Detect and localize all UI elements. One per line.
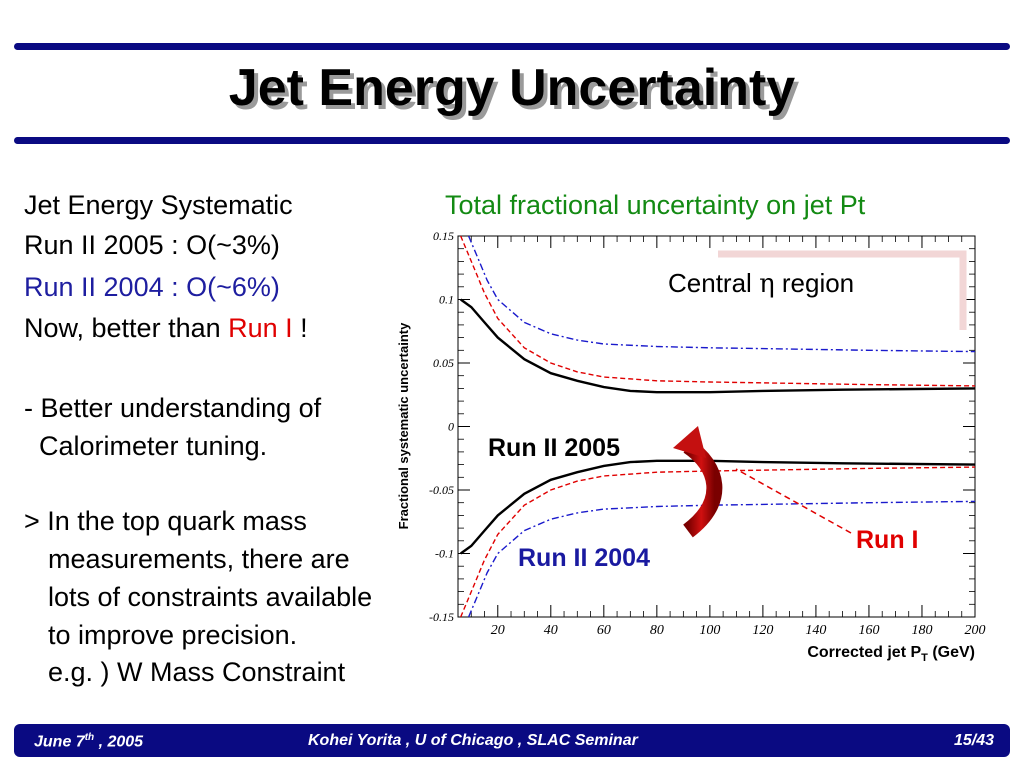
x-tick-label: 200 (965, 623, 986, 638)
x-tick-label: 120 (752, 623, 773, 638)
y-tick-labels: 0.15 0.1 0.05 0 -0.05 -0.1 -0.15 (429, 229, 454, 624)
series-run1-upper (460, 235, 976, 387)
x-tick-label: 180 (911, 623, 932, 638)
plot-frame (457, 235, 976, 618)
run1-label: Run I (856, 526, 919, 554)
run2005-label: Run II 2005 (488, 434, 620, 462)
y-tick-label: -0.15 (429, 610, 454, 624)
left-line-understanding: - Better understanding of (24, 393, 322, 423)
series-run2004-lower (467, 500, 976, 618)
left-line-better-than: Now, better than Run I ! (24, 313, 308, 344)
series-run1-lower (460, 466, 976, 618)
exclamation-text: ! (292, 313, 308, 343)
x-axis-label: Corrected jet PT (GeV) (807, 644, 975, 664)
curved-arrow-head (673, 426, 706, 458)
chart-heading: Total fractional uncertainty on jet Pt (445, 190, 866, 220)
x-tick-label: 20 (491, 623, 505, 638)
left-line-constraints: lots of constraints available (48, 582, 373, 612)
run1-text: Run I (228, 313, 293, 343)
y-tick-label: 0 (448, 420, 454, 434)
x-tick-label: 80 (650, 623, 664, 638)
slide-title: Jet Energy Uncertainty (228, 59, 796, 117)
run2004-label: Run II 2004 (518, 544, 650, 572)
y-tick-label: 0.05 (433, 356, 454, 370)
axis-ticks (458, 235, 976, 618)
x-tick-label: 140 (805, 623, 826, 638)
left-line-calorimeter: Calorimeter tuning. (24, 431, 268, 461)
footer-presenter: Kohei Yorita , U of Chicago , SLAC Semin… (308, 732, 638, 749)
left-line-w-mass: e.g. ) W Mass Constraint (48, 657, 346, 687)
run1-pointer-line (735, 468, 852, 534)
series-run2005-upper (460, 298, 976, 394)
left-line-measurements: measurements, there are (48, 544, 350, 574)
region-label: Central η region (668, 268, 854, 299)
y-tick-label: -0.05 (429, 483, 454, 497)
left-line-top-quark: > In the top quark mass (24, 506, 307, 536)
better-than-text: Now, better than (24, 313, 229, 343)
uncertainty-chart: 0.15 0.1 0.05 0 -0.05 -0.1 -0.15 20 40 60 80 100 12… (396, 229, 986, 664)
footer-bar: June 7th , 2005 Kohei Yorita , U of Chic… (14, 724, 1010, 757)
footer-date: June 7th , 2005 (34, 732, 144, 751)
x-tick-label: 40 (544, 623, 558, 638)
series-run2005-lower (460, 459, 976, 555)
series-layer (460, 235, 976, 618)
left-line-run2005: Run II 2005 : O(~3%) (24, 230, 280, 260)
y-tick-label: 0.15 (433, 229, 454, 243)
x-tick-label: 100 (699, 623, 720, 638)
top-rule (14, 43, 1010, 50)
y-axis-label: Fractional systematic uncertainty (396, 322, 411, 529)
x-tick-label: 60 (597, 623, 611, 638)
left-line-systematic: Jet Energy Systematic (24, 190, 293, 220)
x-tick-label: 160 (858, 623, 879, 638)
region-box-decoration (718, 250, 967, 330)
left-line-run2004: Run II 2004 : O(~6%) (24, 272, 280, 302)
left-line-precision: to improve precision. (48, 620, 298, 650)
series-run2004-upper (467, 235, 976, 353)
x-tick-labels: 20 40 60 80 100 120 140 160 180 200 (491, 623, 986, 638)
y-tick-label: -0.1 (435, 547, 454, 561)
footer-page-number: 15/43 (953, 732, 994, 749)
title-underline-rule (14, 137, 1010, 144)
y-tick-label: 0.1 (439, 293, 454, 307)
